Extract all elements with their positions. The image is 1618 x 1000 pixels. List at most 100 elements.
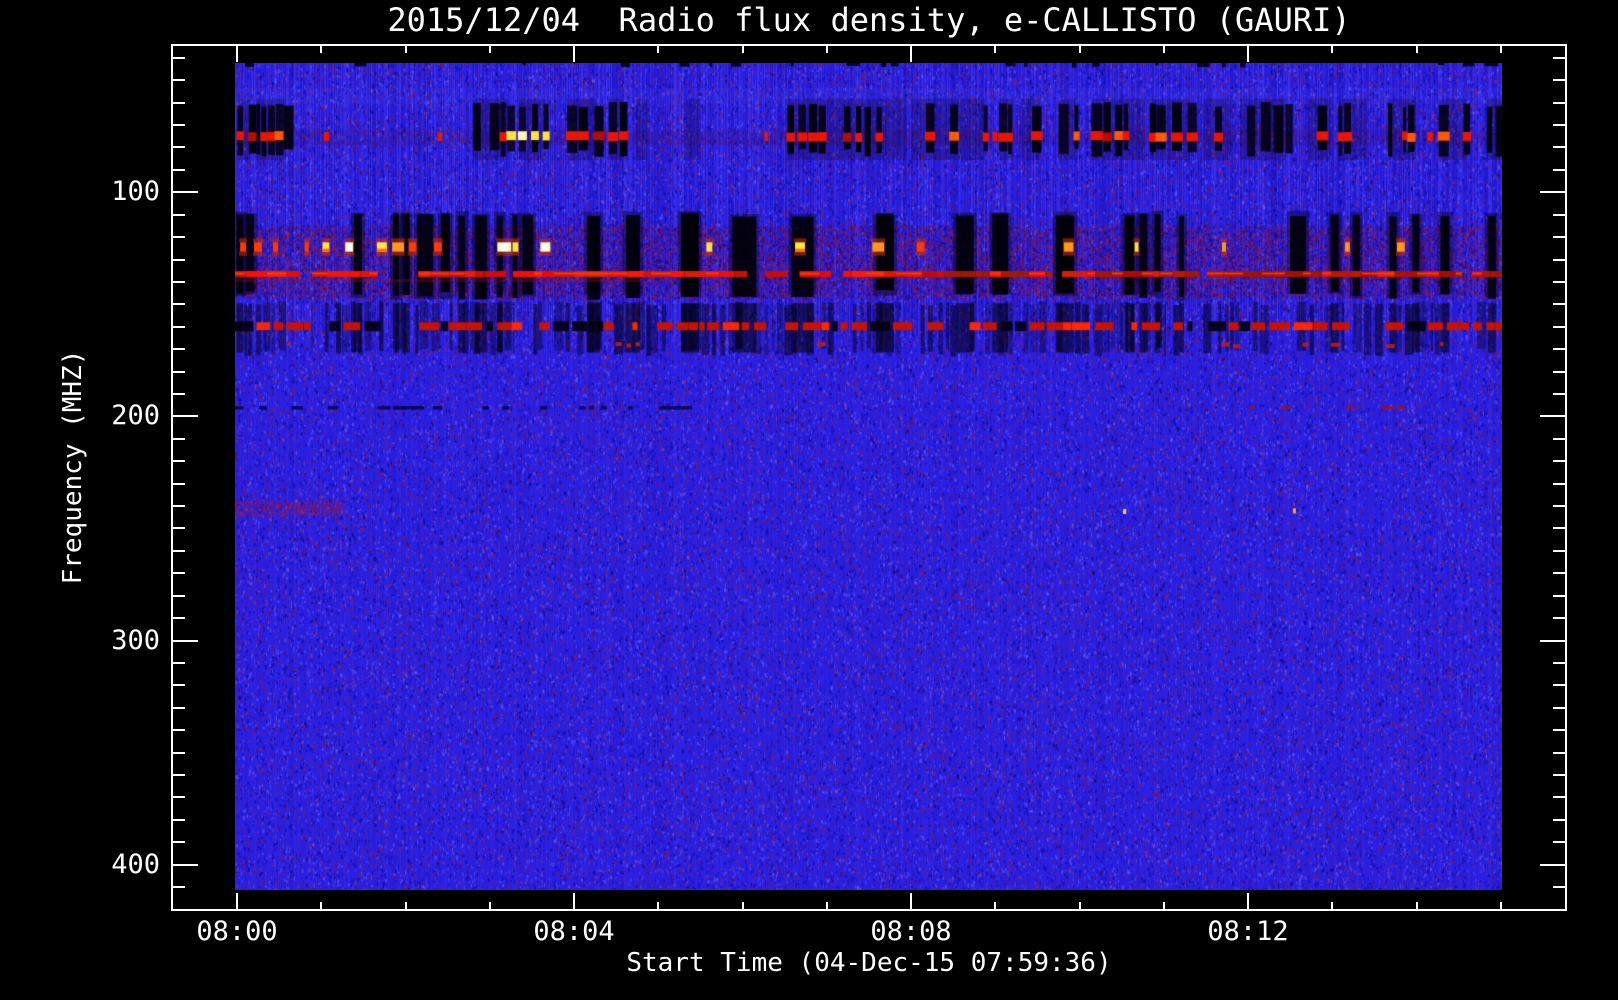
axis-tick bbox=[1553, 661, 1567, 664]
axis-tick bbox=[404, 902, 407, 911]
axis-tick bbox=[1553, 527, 1567, 530]
axis-tick bbox=[1553, 280, 1567, 283]
axis-tick bbox=[171, 482, 185, 485]
axis-tick bbox=[1553, 437, 1567, 440]
axis-tick bbox=[171, 191, 198, 194]
axis-tick bbox=[994, 44, 997, 53]
axis-tick bbox=[171, 280, 185, 283]
axis-tick bbox=[1553, 325, 1567, 328]
axis-tick bbox=[1553, 594, 1567, 597]
axis-tick bbox=[1553, 751, 1567, 754]
axis-tick bbox=[1331, 902, 1334, 911]
axis-tick bbox=[1078, 902, 1081, 911]
axis-tick bbox=[171, 146, 185, 149]
axis-tick bbox=[1553, 818, 1567, 821]
axis-tick bbox=[488, 44, 491, 53]
axis-tick bbox=[171, 774, 185, 777]
y-tick-label-400: 400 bbox=[111, 849, 160, 880]
axis-tick bbox=[1553, 841, 1567, 844]
axis-tick bbox=[1247, 893, 1249, 911]
y-tick-label-200: 200 bbox=[111, 400, 160, 431]
axis-tick bbox=[1553, 572, 1567, 575]
axis-tick bbox=[1553, 684, 1567, 687]
y-axis-label: Frequency (MHZ) bbox=[58, 349, 88, 585]
axis-tick bbox=[171, 258, 185, 261]
axis-tick bbox=[171, 348, 185, 351]
axis-tick bbox=[1553, 370, 1567, 373]
x-tick-label-0812: 08:12 bbox=[1207, 916, 1289, 947]
axis-tick bbox=[171, 325, 185, 328]
axis-tick bbox=[1540, 191, 1567, 194]
axis-tick bbox=[1415, 902, 1418, 911]
axis-tick bbox=[171, 661, 185, 664]
axis-tick bbox=[1553, 460, 1567, 463]
axis-tick bbox=[1162, 902, 1165, 911]
axis-tick bbox=[657, 44, 660, 53]
axis-tick bbox=[171, 168, 185, 171]
axis-tick bbox=[171, 56, 185, 59]
axis-tick bbox=[1247, 44, 1249, 62]
axis-tick bbox=[171, 437, 185, 440]
axis-tick bbox=[320, 44, 323, 53]
axis-tick bbox=[1553, 258, 1567, 261]
axis-tick bbox=[171, 751, 185, 754]
axis-tick bbox=[171, 684, 185, 687]
axis-tick bbox=[1499, 902, 1502, 911]
axis-tick bbox=[1553, 729, 1567, 732]
axis-tick bbox=[910, 44, 912, 62]
axis-tick bbox=[1553, 706, 1567, 709]
axis-tick bbox=[741, 902, 744, 911]
axis-tick bbox=[1553, 348, 1567, 351]
axis-tick bbox=[1553, 796, 1567, 799]
axis-tick bbox=[236, 44, 238, 62]
axis-tick bbox=[171, 213, 185, 216]
axis-tick bbox=[171, 370, 185, 373]
axis-tick bbox=[488, 902, 491, 911]
axis-tick bbox=[573, 893, 575, 911]
axis-tick bbox=[171, 124, 185, 127]
x-tick-label-0808: 08:08 bbox=[870, 916, 952, 947]
axis-tick bbox=[171, 460, 185, 463]
axis-tick bbox=[1553, 886, 1567, 889]
axis-tick bbox=[1553, 213, 1567, 216]
axis-tick bbox=[171, 617, 185, 620]
x-axis-label: Start Time (04-Dec-15 07:59:36) bbox=[626, 948, 1112, 978]
axis-tick bbox=[1553, 303, 1567, 306]
axis-tick bbox=[171, 594, 185, 597]
axis-tick bbox=[741, 44, 744, 53]
axis-tick bbox=[1331, 44, 1334, 53]
axis-tick bbox=[910, 893, 912, 911]
axis-tick bbox=[171, 572, 185, 575]
axis-tick bbox=[171, 729, 185, 732]
axis-tick bbox=[236, 893, 238, 911]
axis-tick bbox=[657, 902, 660, 911]
axis-tick bbox=[320, 902, 323, 911]
spectrogram-canvas bbox=[235, 63, 1502, 890]
axis-tick bbox=[171, 527, 185, 530]
axis-tick bbox=[171, 79, 185, 82]
axis-tick bbox=[171, 796, 185, 799]
axis-tick bbox=[171, 818, 185, 821]
axis-tick bbox=[1499, 44, 1502, 53]
axis-tick bbox=[1162, 44, 1165, 53]
axis-tick bbox=[171, 639, 198, 642]
axis-tick bbox=[171, 706, 185, 709]
axis-tick bbox=[171, 841, 185, 844]
axis-tick bbox=[1540, 863, 1567, 866]
axis-tick bbox=[404, 44, 407, 53]
axis-tick bbox=[1553, 124, 1567, 127]
axis-tick bbox=[171, 393, 185, 396]
chart-title: 2015/12/04 Radio flux density, e-CALLIST… bbox=[387, 1, 1351, 39]
axis-tick bbox=[171, 505, 185, 508]
axis-tick bbox=[171, 303, 185, 306]
axis-tick bbox=[171, 415, 198, 418]
axis-tick bbox=[1553, 774, 1567, 777]
axis-tick bbox=[1553, 505, 1567, 508]
axis-tick bbox=[825, 44, 828, 53]
axis-tick bbox=[1415, 44, 1418, 53]
axis-tick bbox=[171, 886, 185, 889]
axis-tick bbox=[1540, 415, 1567, 418]
axis-tick bbox=[1553, 393, 1567, 396]
axis-tick bbox=[1553, 79, 1567, 82]
axis-tick bbox=[994, 902, 997, 911]
